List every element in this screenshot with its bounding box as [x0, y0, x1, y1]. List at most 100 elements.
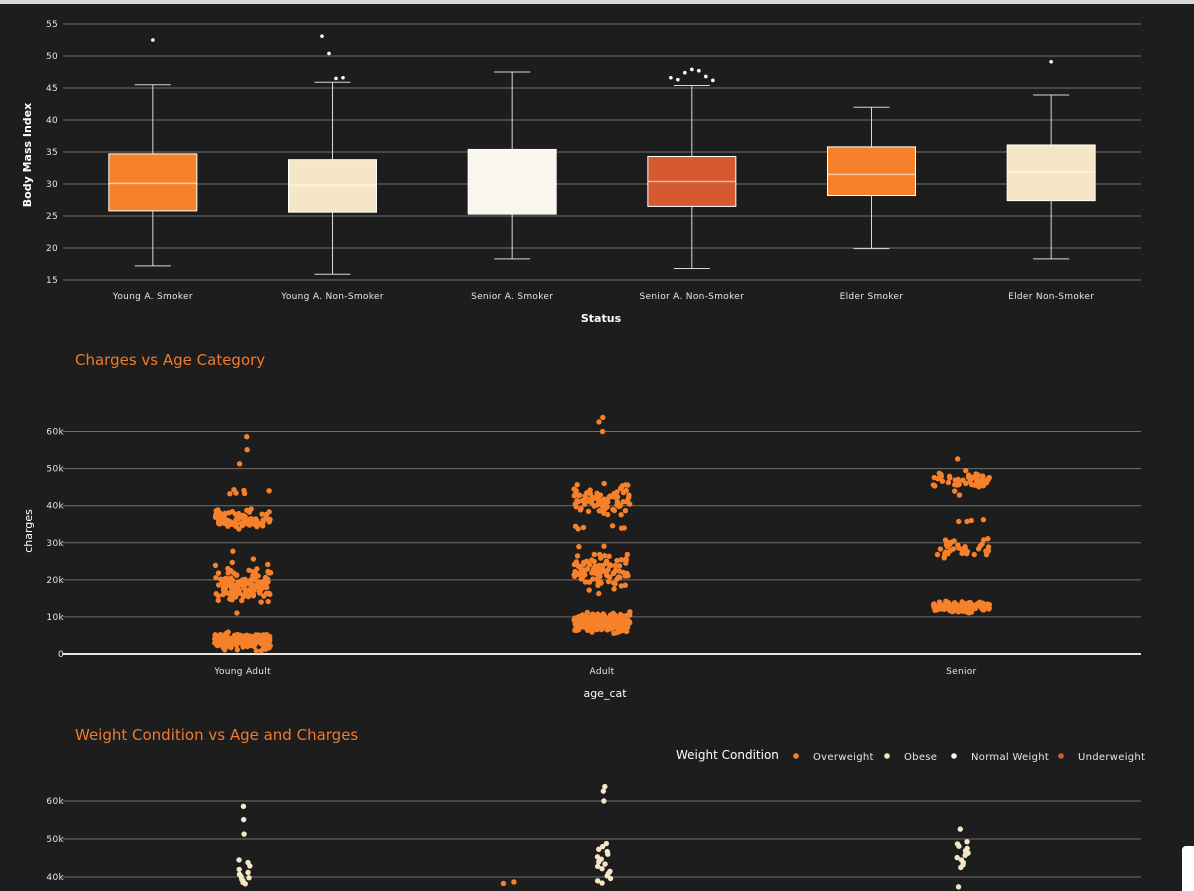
data-point: [962, 601, 969, 608]
data-point: [257, 588, 263, 594]
data-point: [972, 604, 978, 610]
data-point: [626, 494, 632, 501]
y-tick-label: 45: [46, 84, 58, 94]
data-point: [215, 597, 221, 604]
data-point: [985, 544, 992, 550]
x-tick-label: Elder Non-Smoker: [1008, 292, 1094, 302]
data-point: [977, 481, 983, 487]
data-point: [215, 507, 221, 513]
data-point: [223, 632, 229, 638]
data-point: [604, 511, 611, 518]
data-point: [586, 587, 592, 593]
data-point: [500, 880, 507, 887]
data-point: [229, 521, 235, 528]
data-point: [254, 566, 260, 572]
data-point: [229, 508, 236, 515]
data-point: [966, 599, 973, 606]
weight-points-obese: [954, 826, 971, 890]
data-point: [264, 576, 271, 582]
data-point: [247, 863, 253, 869]
data-point: [571, 572, 577, 578]
data-point: [233, 521, 240, 528]
data-point: [980, 516, 987, 523]
data-point: [227, 491, 233, 497]
data-point: [266, 645, 272, 651]
y-tick-label: 30: [46, 180, 58, 190]
data-point: [242, 576, 248, 583]
data-point: [609, 523, 616, 529]
data-point: [599, 428, 606, 435]
data-point: [971, 551, 977, 558]
data-point: [237, 590, 243, 597]
data-point: [265, 569, 271, 576]
weight-condition-chart: Weight Condition vs Age and Charges Weig…: [46, 726, 1145, 890]
data-point: [579, 570, 585, 577]
data-point: [245, 869, 251, 876]
data-point: [222, 519, 228, 526]
data-point: [605, 578, 612, 585]
data-point: [589, 629, 595, 635]
data-point: [956, 545, 962, 551]
data-point: [591, 551, 597, 558]
data-point: [969, 474, 975, 481]
box-plot-boxes: [108, 34, 1096, 275]
x-tick-label: Young Adult: [213, 667, 271, 677]
data-point: [575, 563, 582, 570]
data-point: [242, 881, 248, 887]
data-point: [254, 635, 260, 642]
data-point: [236, 510, 242, 517]
data-point: [234, 646, 241, 653]
data-point: [582, 498, 589, 504]
data-point: [599, 843, 606, 850]
data-point: [978, 602, 984, 608]
data-point: [246, 581, 252, 587]
x-tick-label: Young A. Non-Smoker: [280, 292, 384, 302]
data-point: [248, 576, 254, 583]
data-point: [231, 486, 237, 493]
data-point: [606, 494, 612, 501]
data-point: [939, 478, 946, 484]
data-point: [215, 570, 222, 576]
data-point: [251, 643, 257, 650]
strip-young-adult: [212, 434, 274, 654]
data-point: [949, 539, 955, 545]
data-point: [258, 599, 264, 605]
data-point: [963, 467, 969, 474]
data-point: [601, 496, 607, 502]
data-point: [236, 866, 242, 873]
data-point: [624, 551, 631, 558]
data-point: [955, 884, 962, 890]
strip-senior: [930, 456, 993, 616]
data-point: [572, 501, 578, 507]
data-point: [576, 543, 582, 550]
legend-marker: [1058, 753, 1064, 759]
side-panel-handle[interactable]: [1182, 846, 1194, 891]
y-tick-label: 50k: [46, 835, 64, 845]
data-point: [244, 434, 250, 440]
data-point: [617, 611, 624, 618]
data-point: [596, 590, 602, 597]
data-point: [962, 852, 968, 859]
data-point: [968, 517, 974, 524]
weight-chart-gridlines: [63, 800, 1141, 878]
outlier-point: [327, 51, 331, 56]
data-point: [606, 553, 612, 560]
data-point: [616, 568, 623, 574]
box-6: [1006, 59, 1096, 260]
data-point: [605, 851, 611, 857]
y-tick-label: 20: [46, 244, 58, 254]
data-point: [945, 479, 952, 486]
data-point: [977, 543, 984, 549]
data-point: [934, 551, 941, 558]
iqr-box: [827, 146, 916, 197]
data-point: [235, 515, 241, 522]
data-point: [239, 638, 246, 644]
data-point: [255, 521, 262, 527]
data-point: [575, 526, 581, 532]
weight-points-overweight: [500, 879, 517, 887]
data-point: [602, 561, 609, 567]
data-point: [265, 516, 271, 523]
charges-chart-y-axis-title: charges: [22, 509, 35, 553]
data-point: [601, 543, 607, 549]
